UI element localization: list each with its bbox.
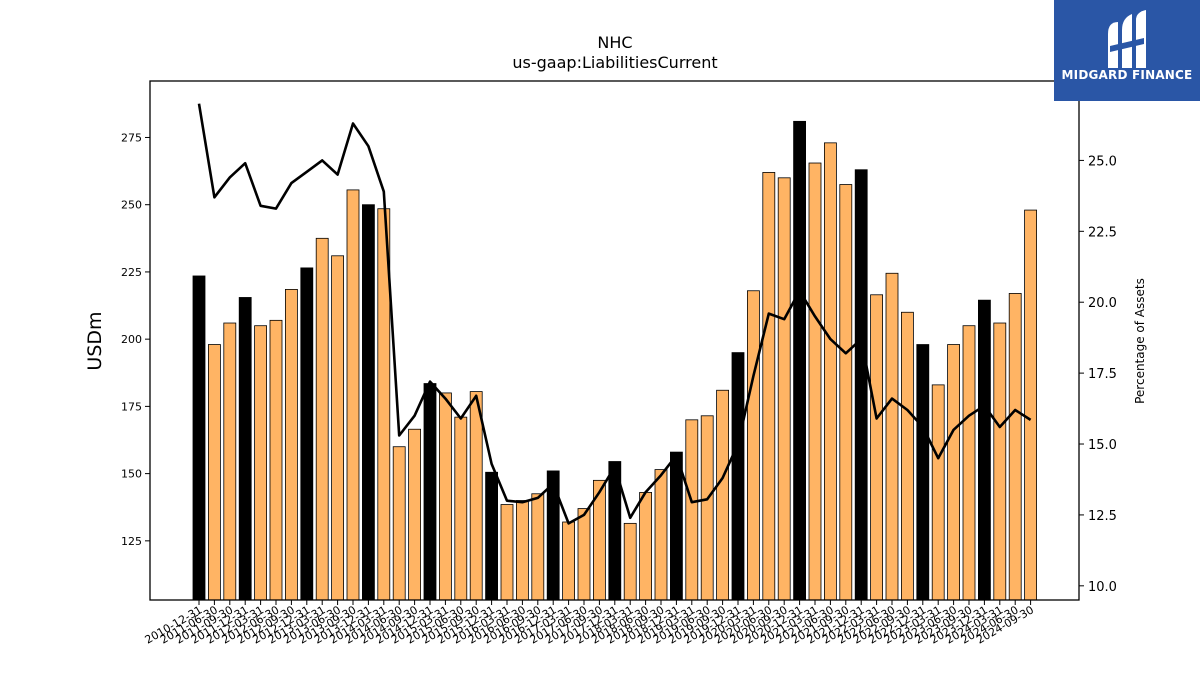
bar-2014-06-30 xyxy=(408,428,422,601)
bar-2016-06-30 xyxy=(531,493,545,601)
right-axis: 10.0 12.5 15.0 17.5 20.0 22.5 25.0 xyxy=(1079,154,1117,595)
logo-text: MIDGARD FINANCE xyxy=(1061,68,1193,82)
y2-axis-label: Percentage of Assets xyxy=(1133,278,1147,404)
bar-2015-09-30 xyxy=(485,471,499,601)
bar-2011-06-30 xyxy=(223,322,237,601)
bar-2014-03-31 xyxy=(392,446,406,601)
y2-tick-label: 15.0 xyxy=(1088,438,1117,453)
left-axis: 125 150 175 200 225 250 275 xyxy=(121,131,150,548)
y2-tick-label: 12.5 xyxy=(1088,509,1117,524)
bar-2016-09-30 xyxy=(546,470,560,601)
bar-2021-12-31 xyxy=(870,294,883,601)
bar-2021-06-30 xyxy=(839,184,853,601)
bar-2016-03-31 xyxy=(516,500,529,601)
bar-2018-03-31 xyxy=(639,492,652,601)
bar-2012-09-30 xyxy=(300,267,314,601)
bar-2014-12-31 xyxy=(438,392,452,601)
bar-2011-03-31 xyxy=(207,344,221,601)
bar-2017-12-31 xyxy=(623,522,637,601)
y2-tick-label: 20.0 xyxy=(1088,296,1117,311)
logo-mark-icon xyxy=(1108,10,1146,68)
y-tick-label: 125 xyxy=(121,535,142,548)
y2-tick-label: 25.0 xyxy=(1088,154,1117,169)
y-tick-label: 275 xyxy=(121,131,142,144)
y-tick-label: 175 xyxy=(121,400,142,413)
bar-2024-03-31 xyxy=(1008,293,1022,601)
bar-2014-09-30 xyxy=(423,383,437,601)
bar-2019-06-30 xyxy=(716,389,729,601)
bar-2023-09-30 xyxy=(978,299,991,601)
bar-2022-06-30 xyxy=(901,311,914,601)
bar-2024-06-30 xyxy=(1024,209,1037,601)
line-series xyxy=(197,103,1032,525)
bar-2012-06-30 xyxy=(284,289,298,601)
bar-2018-09-30 xyxy=(670,451,683,601)
bar-2022-09-30 xyxy=(916,344,930,601)
bar-series xyxy=(192,120,1037,601)
bar-2023-03-31 xyxy=(947,344,960,601)
bar-2018-06-30 xyxy=(654,469,668,601)
bar-2016-12-31 xyxy=(562,521,575,601)
bar-2019-03-31 xyxy=(700,415,714,601)
bar-2012-12-31 xyxy=(315,237,329,601)
bar-2023-06-30 xyxy=(962,325,976,601)
y-tick-label: 225 xyxy=(121,266,142,279)
bar-2021-03-31 xyxy=(824,142,837,601)
bar-2022-12-31 xyxy=(931,384,945,601)
bar-2011-12-31 xyxy=(254,325,268,601)
bar-2013-03-31 xyxy=(331,255,345,601)
bar-2019-12-31 xyxy=(747,290,760,601)
x-axis: 2010-12-312011-06-302011-09-302011-12-31… xyxy=(143,600,1036,647)
bar-2019-09-30 xyxy=(731,352,745,601)
bar-2013-06-30 xyxy=(346,189,360,601)
percentage-of-assets-line xyxy=(197,103,1032,525)
midgard-finance-logo: MIDGARD FINANCE xyxy=(1054,0,1200,101)
y-tick-label: 200 xyxy=(121,333,142,346)
y-tick-label: 150 xyxy=(121,468,142,481)
bar-2013-09-30 xyxy=(361,204,375,601)
bar-2015-03-31 xyxy=(454,416,468,601)
bar-2012-03-31 xyxy=(269,319,283,601)
bar-2010-12-31 xyxy=(192,275,206,601)
bar-2017-03-31 xyxy=(577,508,591,601)
bar-2023-12-31 xyxy=(993,322,1007,601)
y2-tick-label: 17.5 xyxy=(1088,367,1117,382)
y-axis-label: USDm xyxy=(84,311,106,370)
y2-tick-label: 22.5 xyxy=(1088,225,1117,240)
chart-title: NHC xyxy=(597,33,632,52)
y2-tick-label: 10.0 xyxy=(1088,580,1117,595)
bar-2015-06-30 xyxy=(469,391,483,601)
chart-subtitle: us-gaap:LiabilitiesCurrent xyxy=(512,53,717,72)
bar-2021-09-30 xyxy=(854,169,868,601)
y-tick-label: 250 xyxy=(121,199,142,212)
bar-2022-03-31 xyxy=(885,272,899,601)
bar-2018-12-31 xyxy=(685,419,699,601)
bar-2020-12-31 xyxy=(808,162,822,601)
bar-2020-03-31 xyxy=(762,172,776,601)
bar-2011-09-30 xyxy=(238,297,252,601)
bar-2015-12-31 xyxy=(500,504,514,601)
bar-2020-09-30 xyxy=(793,120,806,601)
bar-2020-06-30 xyxy=(777,177,791,601)
